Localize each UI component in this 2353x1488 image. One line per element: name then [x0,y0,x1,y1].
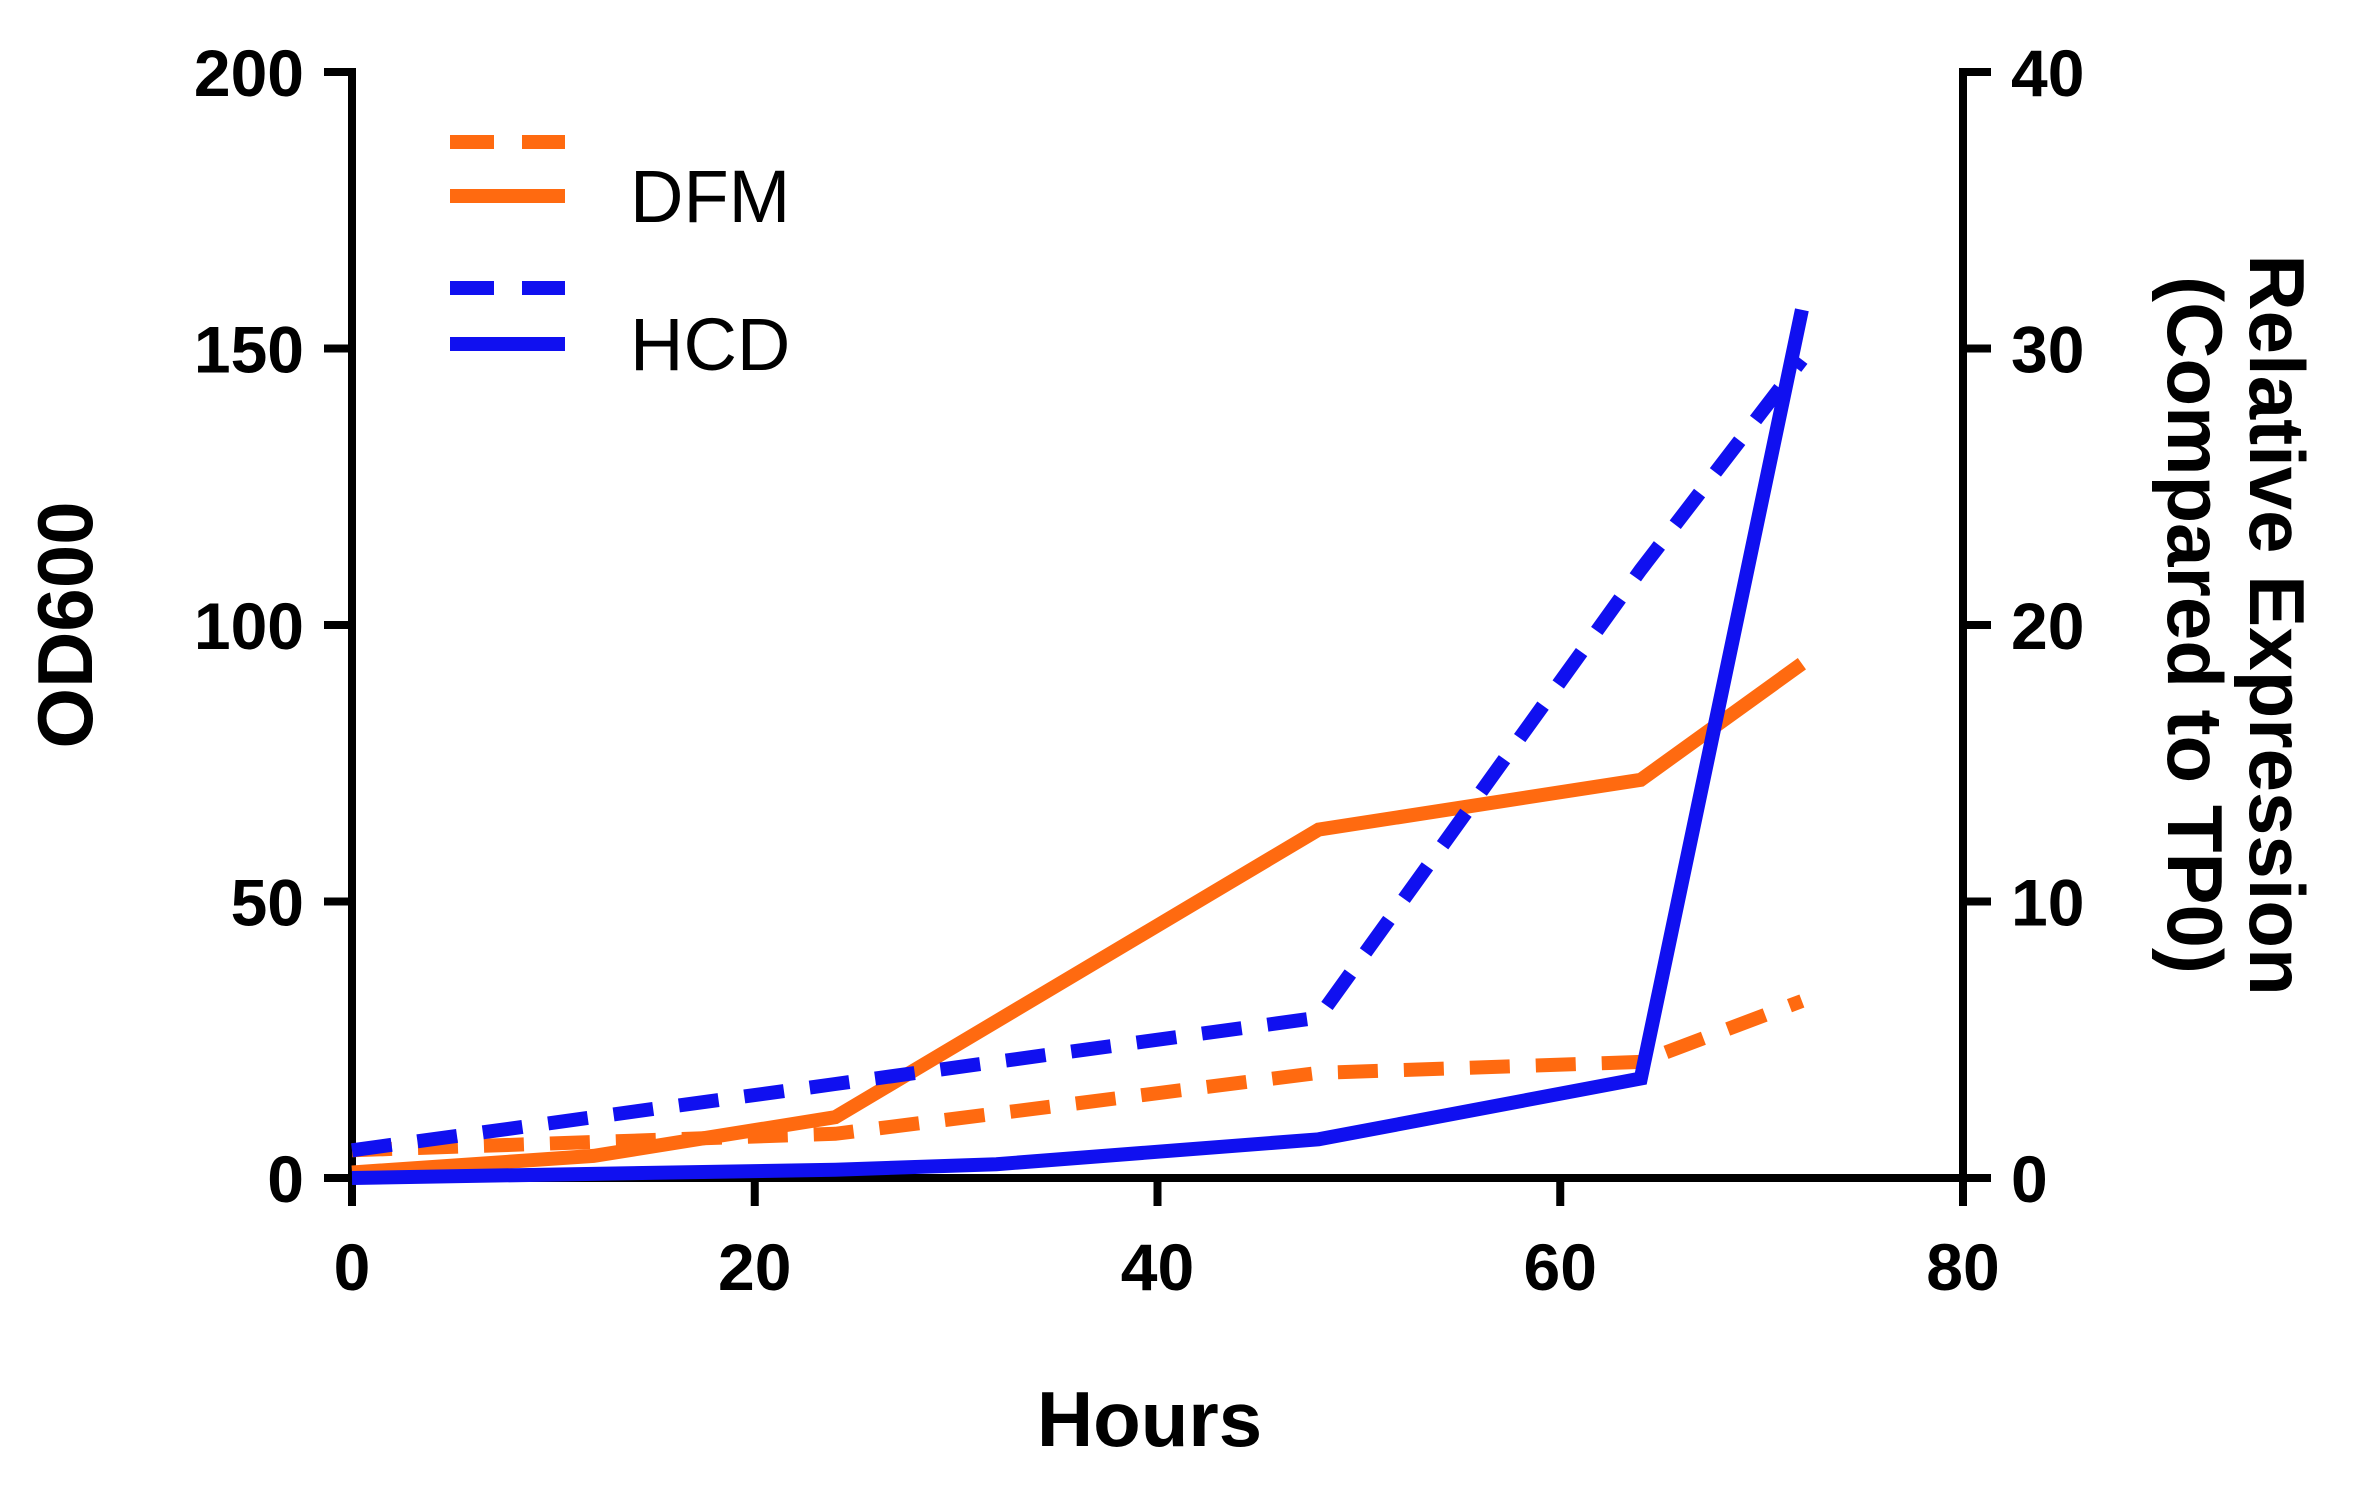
y-axis-left-title: OD600 [21,501,109,748]
series-line-DFM-od [351,658,1806,1180]
y-right-tick-label: 20 [2011,589,2084,663]
y-left-tick-label: 200 [194,36,304,110]
legend: DFM HCD [450,135,790,386]
x-axis-title: Hours [1037,1375,1262,1463]
y-right-tick-label: 40 [2011,36,2084,110]
legend-label-DFM-od: DFM [630,155,790,238]
x-tick-label: 20 [718,1230,791,1304]
y-axis-right-title-line2: (Compared to TP0) [2151,276,2239,974]
x-tick-label: 60 [1524,1230,1597,1304]
series-line-HCD-od [351,308,1809,1185]
y-left-tick-label: 100 [194,589,304,663]
axis-titles: Hours OD600 Relative Expression(Compared t… [21,254,2321,1463]
x-tick-label: 0 [334,1230,371,1304]
legend-label-HCD-od: HCD [630,303,790,386]
series-group [351,308,1809,1185]
y-left-tick-label: 0 [267,1142,304,1216]
y-left-tick-label: 50 [231,866,304,940]
y-axis-right-title-line1: Relative Expression [2233,254,2321,995]
y-right-tick-label: 10 [2011,866,2084,940]
y-right-tick-label: 0 [2011,1142,2048,1216]
series-line-HCD-expression [351,355,1808,1158]
series-line-DFM-expression [351,994,1805,1158]
x-tick-label: 40 [1121,1230,1194,1304]
x-tick-label: 80 [1926,1230,1999,1304]
y-right-tick-label: 30 [2011,313,2084,387]
y-left-tick-label: 150 [194,313,304,387]
